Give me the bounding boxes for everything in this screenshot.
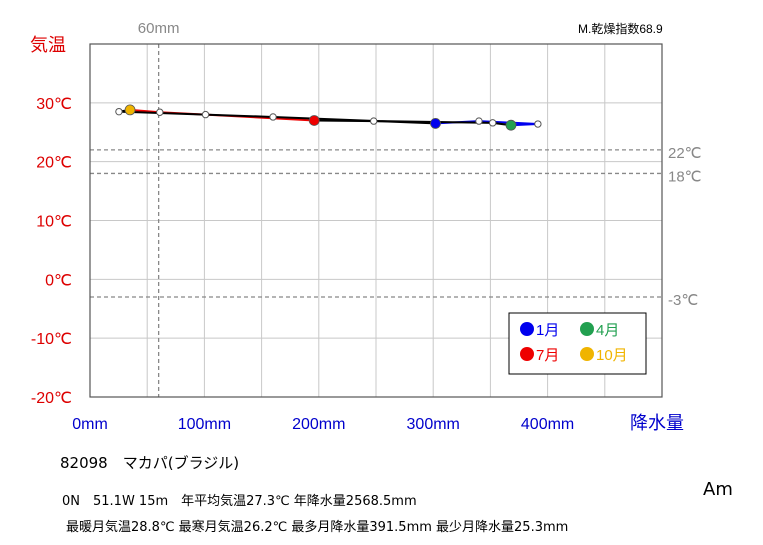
month-point	[488, 119, 497, 127]
x-axis-label: 降水量	[630, 413, 684, 433]
legend: 1月 4月 7月 10月	[508, 312, 647, 375]
ref-label-temp: 22℃	[668, 145, 702, 162]
month-point	[475, 117, 483, 125]
month-point	[370, 117, 378, 125]
plot-frame	[89, 43, 663, 398]
legend-marker	[520, 347, 534, 361]
month-point	[115, 107, 123, 116]
legend-label: 4月	[596, 322, 619, 339]
station-name: 82098 マカパ(ブラジル)	[60, 454, 240, 472]
ref-label-temp: -3℃	[668, 292, 698, 309]
ref-label-precip: 60mm	[138, 20, 180, 37]
x-tick-label: 300mm	[407, 416, 460, 433]
month-point	[201, 110, 210, 119]
series	[115, 104, 542, 131]
y-tick-label: -20℃	[31, 390, 72, 407]
legend-marker	[580, 347, 594, 361]
x-tick-label: 100mm	[178, 416, 231, 433]
ref-label-temp: 18℃	[668, 168, 702, 185]
y-tick-label: 0℃	[45, 272, 72, 289]
month-point	[505, 119, 517, 131]
x-tick-label: 400mm	[521, 416, 574, 433]
month-point	[156, 108, 164, 116]
x-tick-label: 0mm	[72, 416, 108, 433]
legend-label: 7月	[536, 347, 559, 364]
y-tick-label: 20℃	[36, 155, 72, 172]
series-segment	[118, 110, 274, 118]
reference-lines: 22℃ 18℃ -3℃ 60mm	[90, 20, 702, 397]
station-extremes-summary: 最暖月気温28.8℃ 最寒月気温26.2℃ 最多月降水量391.5mm 最少月降…	[66, 520, 569, 535]
month-point	[308, 115, 320, 126]
legend-label: 10月	[596, 347, 628, 364]
legend-label: 1月	[536, 322, 559, 339]
y-axis-label: 気温	[30, 35, 66, 55]
series-segment	[273, 115, 436, 125]
y-tick-label: 30℃	[36, 96, 72, 113]
month-point	[534, 120, 542, 128]
climate-class: Am	[703, 479, 733, 500]
legend-box	[508, 312, 647, 375]
legend-marker	[520, 322, 534, 336]
x-tick-label: 200mm	[292, 416, 345, 433]
month-point	[269, 113, 277, 121]
month-point	[430, 118, 441, 129]
y-tick-label: 10℃	[36, 214, 72, 231]
plot-border	[89, 43, 663, 398]
dryness-index: M.乾燥指数68.9	[578, 21, 663, 36]
month-point	[124, 104, 136, 116]
station-location-summary: 0N 51.1W 15m 年平均気温27.3℃ 年降水量2568.5mm	[62, 494, 417, 509]
legend-marker	[580, 322, 594, 336]
y-tick-label: -10℃	[31, 331, 72, 348]
